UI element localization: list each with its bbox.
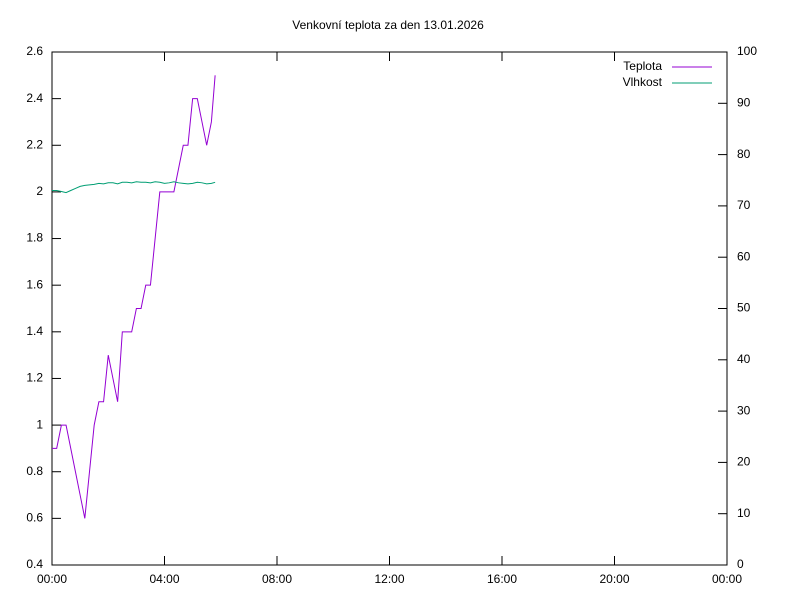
y-tick-label: 2: [36, 184, 43, 198]
y-tick-label: 2.2: [26, 137, 43, 151]
y-tick-label: 2.4: [26, 91, 43, 105]
y2-tick-label: 10: [737, 506, 751, 520]
x-tick-label: 08:00: [262, 572, 292, 586]
series-line: [52, 75, 216, 519]
x-tick-label: 16:00: [487, 572, 517, 586]
y2-tick-label: 80: [737, 147, 751, 161]
y2-tick-label: 20: [737, 455, 751, 469]
y-tick-label: 1.6: [26, 277, 43, 291]
y2-tick-label: 0: [737, 557, 744, 571]
chart-title: Venkovní teplota za den 13.01.2026: [292, 18, 484, 32]
x-tick-label: 20:00: [599, 572, 629, 586]
y2-tick-label: 30: [737, 403, 751, 417]
y2-tick-label: 100: [737, 44, 757, 58]
y-tick-label: 1: [36, 417, 43, 431]
y2-tick-label: 40: [737, 352, 751, 366]
y-tick-label: 1.8: [26, 231, 43, 245]
y2-tick-label: 50: [737, 301, 751, 315]
y-tick-label: 1.4: [26, 324, 43, 338]
y2-tick-label: 60: [737, 249, 751, 263]
y2-tick-label: 90: [737, 95, 751, 109]
y-tick-label: 1.2: [26, 371, 43, 385]
legend-label: Teplota: [623, 59, 662, 73]
x-tick-label: 00:00: [37, 572, 67, 586]
x-tick-label: 04:00: [149, 572, 179, 586]
y-tick-label: 0.6: [26, 511, 43, 525]
y2-tick-label: 70: [737, 198, 751, 212]
series-line: [52, 181, 216, 194]
x-tick-label: 00:00: [712, 572, 742, 586]
x-tick-label: 12:00: [374, 572, 404, 586]
y-tick-label: 2.6: [26, 44, 43, 58]
legend-label: Vlhkost: [623, 75, 663, 89]
y-tick-label: 0.8: [26, 464, 43, 478]
y-tick-label: 0.4: [26, 557, 43, 571]
